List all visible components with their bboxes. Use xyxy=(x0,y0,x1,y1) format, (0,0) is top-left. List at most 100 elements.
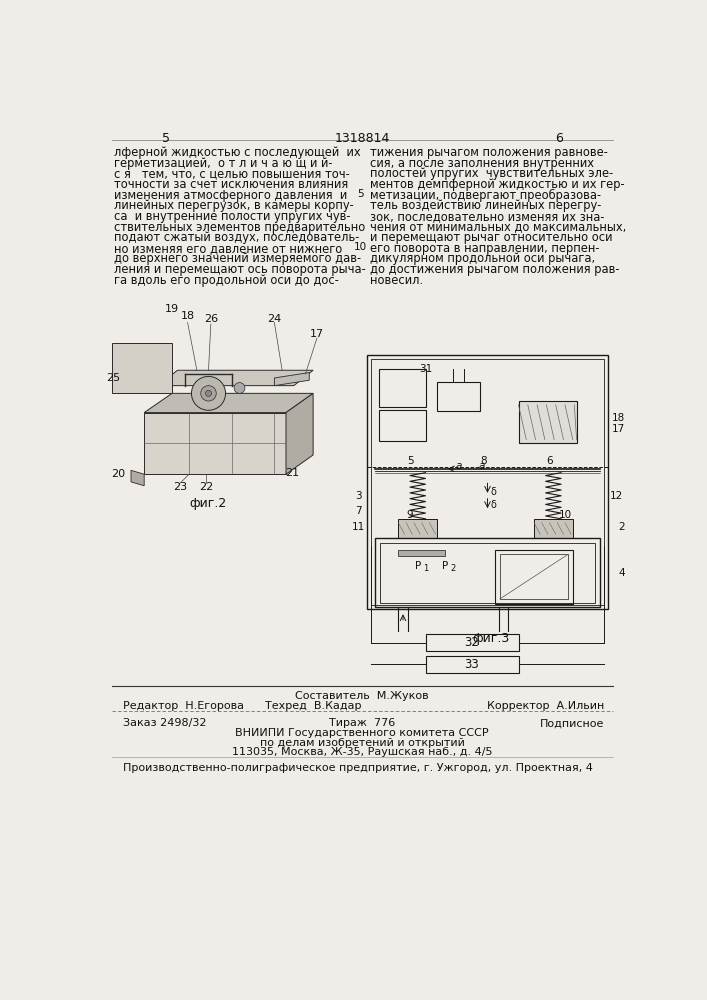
Text: метизации, подвергают преобразова-: метизации, подвергают преобразова- xyxy=(370,189,601,202)
Bar xyxy=(518,401,577,443)
Text: 4: 4 xyxy=(618,568,625,578)
Text: 3: 3 xyxy=(355,491,361,501)
Bar xyxy=(437,382,480,411)
Polygon shape xyxy=(131,470,144,486)
Text: 5: 5 xyxy=(407,456,414,466)
Circle shape xyxy=(201,386,216,401)
Bar xyxy=(398,550,445,556)
Text: и перемещают рычаг относительно оси: и перемещают рычаг относительно оси xyxy=(370,231,612,244)
Bar xyxy=(426,656,518,673)
Text: с я   тем, что, с целью повышения точ-: с я тем, что, с целью повышения точ- xyxy=(114,167,350,180)
Text: 8: 8 xyxy=(480,456,487,466)
Text: 20: 20 xyxy=(111,469,125,479)
Text: изменения атмосферного давления  и: изменения атмосферного давления и xyxy=(114,189,347,202)
Text: тижения рычагом положения равнове-: тижения рычагом положения равнове- xyxy=(370,146,607,159)
Polygon shape xyxy=(144,393,313,413)
Text: линейных перегрузок, в камеры корпу-: линейных перегрузок, в камеры корпу- xyxy=(114,199,354,212)
Text: 18: 18 xyxy=(612,413,625,423)
Text: его поворота в направлении, перпен-: его поворота в направлении, перпен- xyxy=(370,242,600,255)
Text: Техред  В.Кадар: Техред В.Кадар xyxy=(265,701,361,711)
Text: тель воздействию линейных перегру-: тель воздействию линейных перегру- xyxy=(370,199,601,212)
Text: 2: 2 xyxy=(450,564,455,573)
Text: герметизацией,  о т л и ч а ю щ и й-: герметизацией, о т л и ч а ю щ и й- xyxy=(114,157,332,170)
Text: дикулярном продольной оси рычага,: дикулярном продольной оси рычага, xyxy=(370,252,595,265)
Text: Заказ 2498/32: Заказ 2498/32 xyxy=(123,718,206,728)
Text: δ: δ xyxy=(491,500,496,510)
Text: a: a xyxy=(479,461,485,471)
Circle shape xyxy=(234,383,245,393)
Polygon shape xyxy=(286,393,313,474)
Circle shape xyxy=(192,376,226,410)
Text: 1318814: 1318814 xyxy=(334,132,390,145)
Text: ствительных элементов предварительно: ствительных элементов предварительно xyxy=(114,221,366,234)
Text: 10: 10 xyxy=(559,510,571,520)
Text: 6: 6 xyxy=(555,132,563,145)
Text: подают сжатый воздух, последователь-: подают сжатый воздух, последователь- xyxy=(114,231,359,244)
Text: 24: 24 xyxy=(267,314,281,324)
Text: зок, последовательно изменяя их зна-: зок, последовательно изменяя их зна- xyxy=(370,210,604,223)
Text: 11: 11 xyxy=(351,522,365,532)
Polygon shape xyxy=(112,343,172,393)
Bar xyxy=(375,538,600,607)
Text: Корректор  А.Ильин: Корректор А.Ильин xyxy=(486,701,604,711)
Text: 17: 17 xyxy=(310,329,324,339)
Bar xyxy=(426,634,518,651)
Text: 22: 22 xyxy=(199,482,214,492)
Text: но изменяя его давление от нижнего: но изменяя его давление от нижнего xyxy=(114,242,342,255)
Text: 6: 6 xyxy=(547,456,553,466)
Text: 10: 10 xyxy=(354,242,367,252)
Text: сия, а после заполнения внутренних: сия, а после заполнения внутренних xyxy=(370,157,594,170)
Text: ВНИИПИ Государственного комитета СССР: ВНИИПИ Государственного комитета СССР xyxy=(235,728,489,738)
Text: до верхнего значений измеряемого дав-: до верхнего значений измеряемого дав- xyxy=(114,252,361,265)
Bar xyxy=(368,355,607,609)
Bar xyxy=(379,410,426,441)
Text: фиг.3: фиг.3 xyxy=(473,632,510,645)
Text: δ: δ xyxy=(491,487,496,497)
Text: P: P xyxy=(442,561,448,571)
Text: P: P xyxy=(414,561,421,571)
Text: до достижения рычагом положения рав-: до достижения рычагом положения рав- xyxy=(370,263,619,276)
Text: полостей упругих  чувствительных эле-: полостей упругих чувствительных эле- xyxy=(370,167,613,180)
Text: 25: 25 xyxy=(106,373,120,383)
Text: 33: 33 xyxy=(464,658,479,671)
Text: 9: 9 xyxy=(407,510,414,520)
Text: 23: 23 xyxy=(173,482,187,492)
Text: Составитель  М.Жуков: Составитель М.Жуков xyxy=(295,691,428,701)
Circle shape xyxy=(206,390,211,396)
Text: новесил.: новесил. xyxy=(370,274,423,287)
Text: Редактор  Н.Егорова: Редактор Н.Егорова xyxy=(123,701,244,711)
Bar xyxy=(380,543,595,603)
Text: 31: 31 xyxy=(419,364,432,374)
Polygon shape xyxy=(144,413,286,474)
Text: 12: 12 xyxy=(610,491,624,501)
Polygon shape xyxy=(158,370,313,386)
Text: ления и перемещают ось поворота рыча-: ления и перемещают ось поворота рыча- xyxy=(114,263,366,276)
Text: 32: 32 xyxy=(464,636,479,649)
Bar xyxy=(495,550,573,604)
Text: чения от минимальных до максимальных,: чения от минимальных до максимальных, xyxy=(370,221,626,234)
Text: са  и внутренние полости упругих чув-: са и внутренние полости упругих чув- xyxy=(114,210,351,223)
Text: a: a xyxy=(455,461,462,471)
Bar xyxy=(398,519,437,538)
Text: 18: 18 xyxy=(180,311,194,321)
Text: Производственно-полиграфическое предприятие, г. Ужгород, ул. Проектная, 4: Производственно-полиграфическое предприя… xyxy=(123,763,593,773)
Text: ментов демпферной жидкостью и их гер-: ментов демпферной жидкостью и их гер- xyxy=(370,178,624,191)
Text: га вдоль его продольной оси до дос-: га вдоль его продольной оси до дос- xyxy=(114,274,339,287)
Text: 1: 1 xyxy=(423,564,428,573)
Text: 19: 19 xyxy=(165,304,179,314)
Bar xyxy=(534,519,573,538)
Bar xyxy=(371,359,604,605)
Polygon shape xyxy=(274,373,309,386)
Text: Тираж  776: Тираж 776 xyxy=(329,718,395,728)
Text: точности за счет исключения влияния: точности за счет исключения влияния xyxy=(114,178,349,191)
Text: 17: 17 xyxy=(612,424,625,434)
Text: 2: 2 xyxy=(618,522,625,532)
Text: по делам изобретений и открытий: по делам изобретений и открытий xyxy=(259,738,464,748)
Bar xyxy=(500,554,568,599)
Text: 26: 26 xyxy=(204,314,218,324)
Text: 7: 7 xyxy=(355,506,361,516)
Text: лферной жидкостью с последующей  их: лферной жидкостью с последующей их xyxy=(114,146,361,159)
Text: 5: 5 xyxy=(162,132,170,145)
Text: 5: 5 xyxy=(357,189,363,199)
Text: 113035, Москва, Ж-35, Раушская наб., д. 4/5: 113035, Москва, Ж-35, Раушская наб., д. … xyxy=(232,747,492,757)
